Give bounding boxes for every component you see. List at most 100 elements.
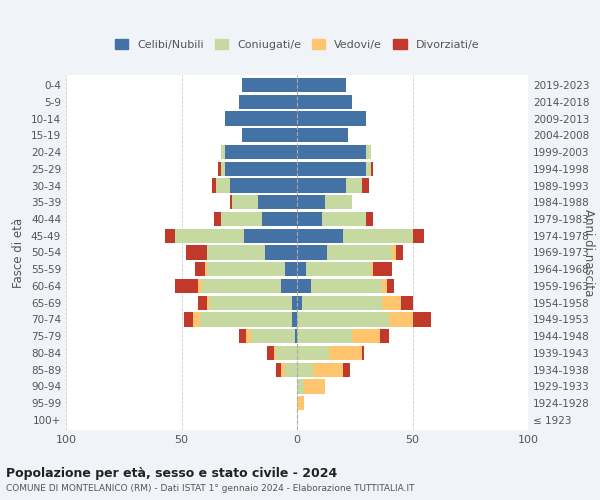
Bar xyxy=(322,212,366,226)
Bar xyxy=(212,178,216,192)
Bar xyxy=(297,279,311,293)
Bar xyxy=(239,94,297,109)
Bar xyxy=(226,145,297,159)
Bar xyxy=(373,262,392,276)
Bar xyxy=(205,262,207,276)
Bar xyxy=(297,128,348,142)
Text: Popolazione per età, sesso e stato civile - 2024: Popolazione per età, sesso e stato civil… xyxy=(6,468,337,480)
Bar xyxy=(276,362,281,377)
Y-axis label: Anni di nascita: Anni di nascita xyxy=(582,209,595,296)
Bar xyxy=(230,195,232,210)
Bar xyxy=(232,195,258,210)
Bar xyxy=(389,312,413,326)
Bar xyxy=(302,296,382,310)
Bar xyxy=(343,228,413,243)
Bar xyxy=(382,296,401,310)
Legend: Celibi/Nubili, Coniugati/e, Vedovi/e, Divorziati/e: Celibi/Nubili, Coniugati/e, Vedovi/e, Di… xyxy=(110,34,484,54)
Bar xyxy=(366,145,371,159)
Bar xyxy=(297,346,329,360)
Bar xyxy=(242,78,297,92)
Bar xyxy=(313,362,343,377)
Bar xyxy=(221,212,262,226)
Bar xyxy=(297,246,327,260)
Bar xyxy=(175,279,197,293)
Bar xyxy=(218,162,221,176)
Bar xyxy=(297,112,366,126)
Bar xyxy=(292,296,297,310)
Bar xyxy=(207,246,265,260)
Bar xyxy=(306,262,371,276)
Bar xyxy=(221,162,226,176)
Bar xyxy=(413,312,431,326)
Bar xyxy=(295,329,297,344)
Bar xyxy=(311,279,382,293)
Bar xyxy=(297,212,322,226)
Bar xyxy=(214,212,221,226)
Bar xyxy=(197,279,202,293)
Bar xyxy=(297,78,346,92)
Bar xyxy=(297,329,352,344)
Bar xyxy=(207,262,286,276)
Bar xyxy=(387,279,394,293)
Bar xyxy=(329,346,362,360)
Bar xyxy=(297,145,366,159)
Bar xyxy=(193,312,200,326)
Bar xyxy=(297,94,352,109)
Bar xyxy=(184,312,193,326)
Bar xyxy=(362,346,364,360)
Bar xyxy=(226,112,297,126)
Bar xyxy=(202,279,281,293)
Y-axis label: Fasce di età: Fasce di età xyxy=(13,218,25,288)
Bar xyxy=(371,262,373,276)
Bar xyxy=(382,279,387,293)
Bar xyxy=(175,228,244,243)
Bar xyxy=(392,246,397,260)
Bar xyxy=(274,346,276,360)
Bar xyxy=(221,145,226,159)
Bar xyxy=(297,162,366,176)
Bar xyxy=(352,329,380,344)
Bar xyxy=(281,279,297,293)
Bar xyxy=(346,178,362,192)
Bar xyxy=(297,312,389,326)
Bar xyxy=(297,296,302,310)
Bar xyxy=(327,246,392,260)
Bar xyxy=(207,296,209,310)
Bar xyxy=(380,329,389,344)
Bar xyxy=(366,212,373,226)
Bar xyxy=(262,212,297,226)
Bar xyxy=(304,380,325,394)
Bar xyxy=(286,362,297,377)
Bar xyxy=(230,178,297,192)
Bar xyxy=(186,246,207,260)
Bar xyxy=(297,380,304,394)
Bar xyxy=(297,262,306,276)
Bar xyxy=(281,362,286,377)
Bar xyxy=(196,262,205,276)
Bar xyxy=(297,195,325,210)
Bar xyxy=(371,162,373,176)
Bar xyxy=(366,162,371,176)
Bar xyxy=(362,178,368,192)
Bar xyxy=(209,296,292,310)
Bar xyxy=(166,228,175,243)
Bar xyxy=(251,329,295,344)
Bar xyxy=(244,228,297,243)
Bar xyxy=(216,178,230,192)
Bar xyxy=(265,246,297,260)
Bar xyxy=(397,246,403,260)
Bar xyxy=(258,195,297,210)
Bar xyxy=(343,362,350,377)
Text: COMUNE DI MONTELANICO (RM) - Dati ISTAT 1° gennaio 2024 - Elaborazione TUTTITALI: COMUNE DI MONTELANICO (RM) - Dati ISTAT … xyxy=(6,484,415,493)
Bar xyxy=(200,312,292,326)
Bar xyxy=(413,228,424,243)
Bar xyxy=(276,346,297,360)
Bar xyxy=(297,178,346,192)
Bar xyxy=(286,262,297,276)
Bar xyxy=(401,296,413,310)
Bar xyxy=(226,162,297,176)
Bar xyxy=(297,228,343,243)
Bar xyxy=(267,346,274,360)
Bar xyxy=(242,128,297,142)
Bar xyxy=(325,195,352,210)
